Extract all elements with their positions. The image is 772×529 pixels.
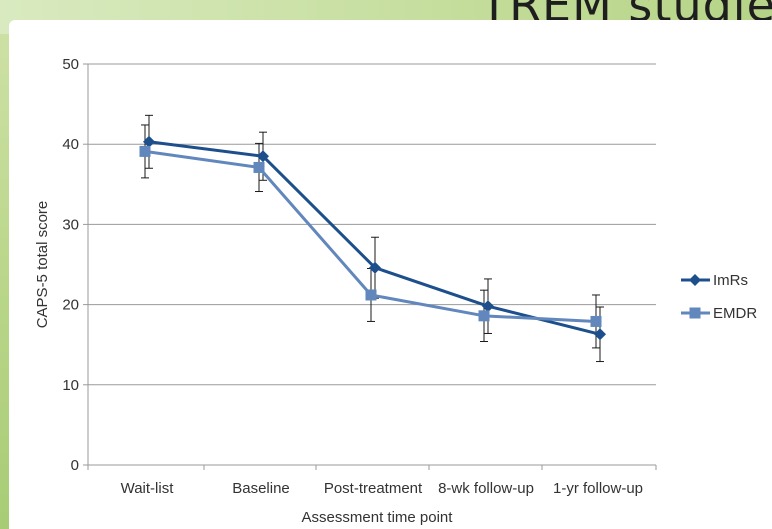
y-tick-label: 20: [62, 297, 79, 314]
error-bars: [141, 114, 604, 363]
legend-marker-emdr: [689, 307, 701, 319]
x-tick-label: Wait-list: [121, 480, 175, 497]
data-point-emdr: [365, 289, 377, 301]
data-point-imrs: [594, 328, 606, 341]
grid-lines: [88, 63, 656, 386]
legend-label-emdr: EMDR: [713, 305, 757, 322]
data-point-imrs: [143, 135, 155, 148]
data-point-emdr: [139, 145, 151, 157]
series-lines: [144, 140, 601, 336]
data-point-emdr: [253, 161, 265, 173]
data-point-imrs: [482, 300, 494, 313]
x-tick-labels: Wait-list Baseline Post-treatment 8-wk foll…: [121, 480, 643, 497]
x-axis-title: Assessment time point: [302, 509, 454, 526]
y-axis-title: CAPS-5 total score: [34, 201, 51, 329]
legend: ImRs EMDR: [681, 272, 757, 322]
data-point-imrs: [369, 261, 381, 274]
axes: [83, 63, 657, 470]
y-tick-labels: 0 10 20 30 40 50: [62, 56, 79, 474]
y-tick-label: 40: [62, 136, 79, 153]
legend-marker-imrs: [689, 274, 701, 286]
y-tick-label: 30: [62, 216, 79, 233]
x-tick-label: Baseline: [232, 480, 290, 497]
data-points: [139, 135, 606, 341]
x-tick-label: Post-treatment: [324, 480, 423, 497]
data-point-imrs: [257, 150, 269, 163]
y-tick-label: 10: [62, 377, 79, 394]
x-tick-label: 8-wk follow-up: [438, 480, 534, 497]
data-point-emdr: [478, 310, 490, 322]
y-tick-label: 0: [71, 457, 79, 474]
data-point-emdr: [590, 315, 602, 327]
y-tick-label: 50: [62, 56, 79, 73]
legend-label-imrs: ImRs: [713, 272, 748, 289]
x-tick-label: 1-yr follow-up: [553, 480, 643, 497]
